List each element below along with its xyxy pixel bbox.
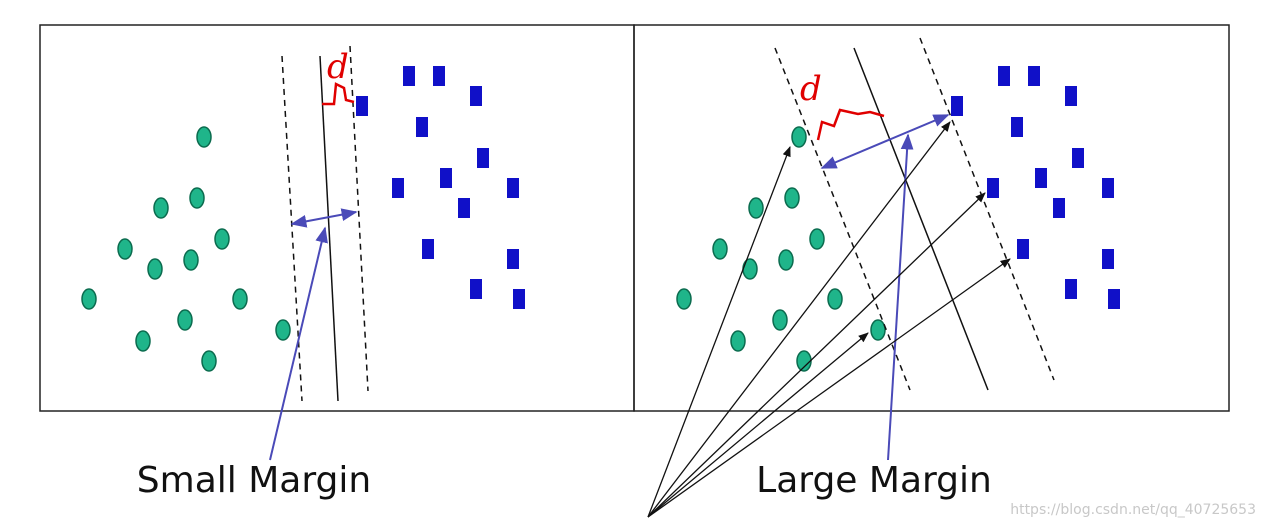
panel-label: Large Margin [756,460,992,501]
circle-point [796,350,812,372]
square-point [403,66,415,86]
margin-arrow [290,208,358,228]
circle-point [784,187,800,209]
square-point [951,96,963,116]
circle-point [676,288,692,310]
square-point [1053,198,1065,218]
panel-label: Small Margin [137,460,371,501]
support-vector-arrow [647,121,951,518]
annotation-squiggle [322,82,355,106]
square-point [1017,239,1029,259]
annotation-squiggle [816,108,885,141]
square-point [1102,249,1114,269]
square-point [1035,168,1047,188]
square-point [507,178,519,198]
square-point [416,117,428,137]
margin-line [349,45,369,392]
square-point [470,86,482,106]
circle-point [232,288,248,310]
separator-line [319,55,339,402]
margin-line [774,47,911,391]
square-point [1102,178,1114,198]
margin-annotation: d [327,47,349,87]
circle-point [135,330,151,352]
margin-arrow [820,114,950,169]
square-point [507,249,519,269]
square-point [422,239,434,259]
circle-point [153,197,169,219]
circle-point [712,238,728,260]
circle-point [772,309,788,331]
circle-point [827,288,843,310]
circle-point [778,249,794,271]
separator-line [853,47,989,391]
square-point [1028,66,1040,86]
support-vector-arrow [647,258,1011,518]
margin-annotation: d [800,69,822,109]
circle-point [196,126,212,148]
circle-point [870,319,886,341]
right-panel [633,24,1230,412]
support-vector-arrow [647,332,869,518]
circle-point [742,258,758,280]
square-point [392,178,404,198]
square-point [987,178,999,198]
square-point [1108,289,1120,309]
circle-point [809,228,825,250]
square-point [458,198,470,218]
circle-point [189,187,205,209]
circle-point [201,350,217,372]
circle-point [81,288,97,310]
square-point [477,148,489,168]
pointer-arrow [887,133,914,461]
square-point [998,66,1010,86]
support-vector-arrow [647,146,791,518]
circle-point [177,309,193,331]
margin-line [281,55,303,402]
square-point [1011,117,1023,137]
square-point [1065,86,1077,106]
support-vector-arrow [647,192,986,518]
square-point [1072,148,1084,168]
circle-point [117,238,133,260]
shapes [81,37,1120,518]
circle-point [183,249,199,271]
circle-point [214,228,230,250]
circle-point [275,319,291,341]
square-point [433,66,445,86]
circle-point [147,258,163,280]
circle-point [748,197,764,219]
square-point [1065,279,1077,299]
circle-point [730,330,746,352]
pointer-arrow [269,226,328,461]
watermark: https://blog.csdn.net/qq_40725653 [1010,502,1256,518]
square-point [356,96,368,116]
circle-point [791,126,807,148]
margin-line [919,37,1055,381]
square-point [513,289,525,309]
square-point [470,279,482,299]
square-point [440,168,452,188]
